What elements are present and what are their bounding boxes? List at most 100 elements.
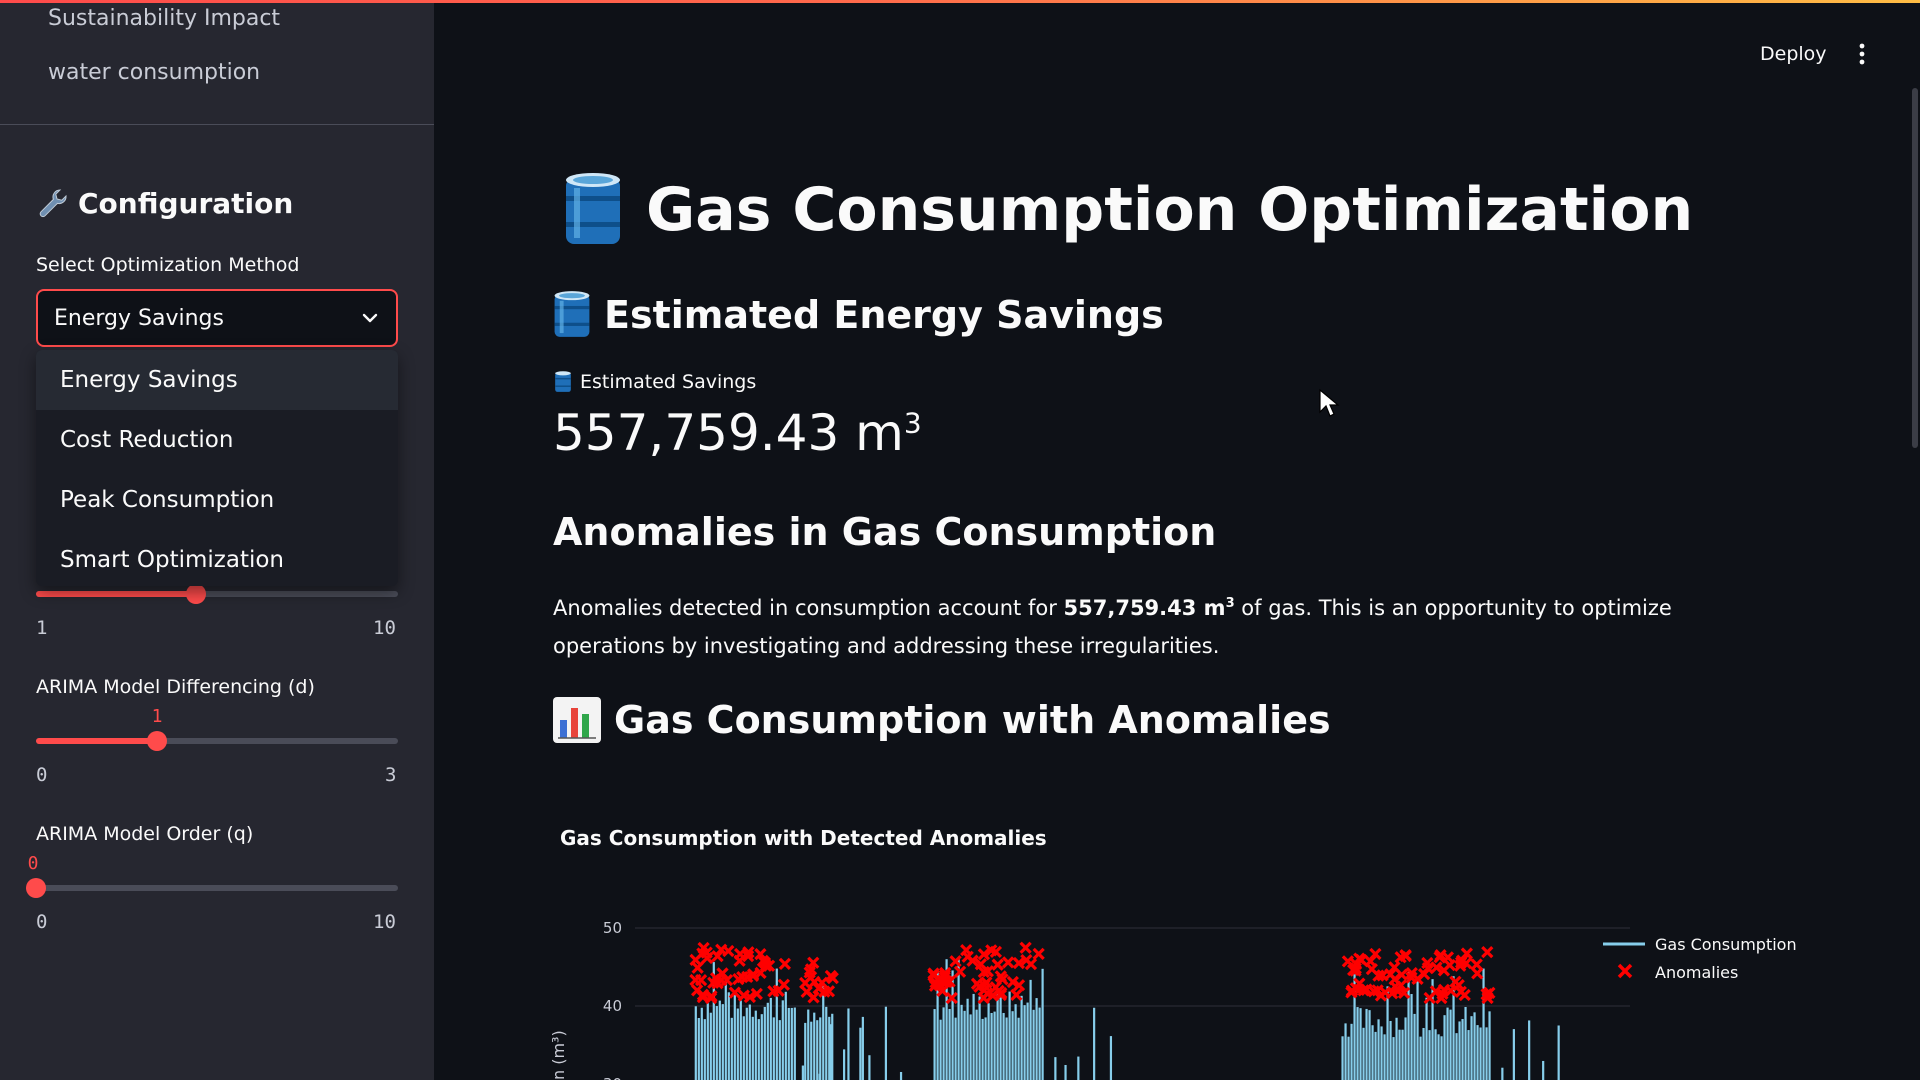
consumption-bar	[760, 1014, 763, 1080]
arima-q-slider-track[interactable]	[26, 878, 398, 898]
nav-link-water-consumption[interactable]: water consumption	[48, 60, 261, 85]
anomaly-marker	[696, 988, 710, 1001]
consumption-bar	[972, 993, 975, 1080]
consumption-bar	[718, 1000, 721, 1080]
consumption-bar	[1542, 1060, 1545, 1080]
consumption-bar	[981, 1018, 984, 1080]
arima-q-slider-thumb[interactable]	[26, 878, 46, 898]
metric-unit-exponent: 3	[903, 406, 922, 440]
arima-d-slider-thumb[interactable]	[147, 731, 167, 751]
chart-section-header-text: Gas Consumption with Anomalies	[614, 698, 1331, 742]
option-peak-consumption[interactable]: Peak Consumption	[60, 487, 275, 513]
anomaly-marker	[1388, 973, 1401, 986]
consumption-bar	[1365, 1008, 1368, 1080]
consumption-bar	[831, 1013, 834, 1080]
y-tick-label: 40	[603, 997, 622, 1015]
arima-q-min: 0	[36, 911, 48, 933]
anomaly-marker	[807, 956, 820, 969]
y-tick-label: 50	[603, 919, 622, 937]
consumption-bar	[1404, 1017, 1407, 1080]
consumption-bar	[697, 1017, 700, 1080]
anomaly-marker	[742, 949, 755, 963]
anomaly-marker	[1399, 948, 1412, 962]
deploy-button[interactable]: Deploy	[1760, 43, 1827, 65]
anomaly-marker	[1012, 979, 1026, 992]
arima-d-slider-track[interactable]	[36, 731, 398, 751]
consumption-bar	[957, 959, 960, 1080]
config-header: Configuration	[36, 186, 293, 220]
anomaly-marker	[994, 970, 1007, 983]
consumption-bar	[721, 1004, 724, 1080]
consumption-bar	[948, 1008, 951, 1080]
anomaly-marker	[1449, 975, 1462, 988]
main-scrollbar[interactable]	[1912, 88, 1918, 448]
select-label: Select Optimization Method	[36, 254, 300, 276]
consumption-bar	[1386, 986, 1389, 1080]
option-energy-savings[interactable]: Energy Savings	[36, 350, 398, 410]
consumption-bar	[1008, 991, 1011, 1080]
optimization-method-select[interactable]: Energy Savings	[36, 289, 398, 347]
anomalies-header: Anomalies in Gas Consumption	[553, 510, 1217, 554]
consumption-bar	[1038, 1007, 1041, 1080]
consumption-bar	[775, 968, 778, 1080]
arima-p-slider-thumb[interactable]	[186, 584, 206, 604]
anomaly-marker	[741, 970, 754, 983]
consumption-bar	[1029, 979, 1032, 1080]
consumption-bar	[996, 992, 999, 1080]
consumption-bar	[1023, 1005, 1026, 1080]
arima-d-value: 1	[151, 706, 163, 727]
consumption-bar	[999, 996, 1002, 1080]
chevron-down-icon[interactable]	[360, 308, 380, 328]
metric-label: Estimated Savings	[554, 370, 756, 394]
anomaly-marker	[991, 958, 1004, 971]
consumption-bar	[778, 1020, 781, 1080]
anomaly-marker	[694, 974, 708, 987]
gas-consumption-chart[interactable]: 50 40 30 n (m³) Gas Consumption Anomalies	[540, 900, 1840, 1080]
consumption-bar	[1422, 1028, 1425, 1080]
arima-q-label: ARIMA Model Order (q)	[36, 823, 254, 845]
consumption-bar	[993, 1011, 996, 1080]
consumption-bar	[1374, 1031, 1377, 1080]
option-smart-optimization[interactable]: Smart Optimization	[60, 547, 285, 573]
anomaly-marker	[985, 944, 998, 957]
consumption-bar	[1350, 1023, 1353, 1080]
consumption-bar	[978, 996, 981, 1080]
consumption-bar	[987, 1003, 990, 1080]
arima-p-slider-track[interactable]	[36, 584, 398, 604]
consumption-bar	[816, 1020, 819, 1080]
consumption-bar	[884, 1006, 888, 1080]
anomaly-marker	[778, 957, 792, 970]
consumption-bar	[781, 1000, 784, 1080]
option-cost-reduction[interactable]: Cost Reduction	[60, 427, 234, 453]
consumption-bar	[745, 1007, 748, 1080]
consumption-bar	[1398, 1029, 1401, 1080]
consumption-bar	[1467, 1030, 1470, 1080]
anomaly-marker	[1010, 988, 1023, 1001]
anomaly-marker	[966, 954, 979, 967]
consumption-bar	[1452, 976, 1455, 1080]
anomaly-marker	[800, 985, 813, 998]
oil-barrel-icon	[566, 173, 620, 244]
consumption-bar	[942, 1007, 945, 1080]
anomaly-marker	[700, 946, 713, 959]
consumption-bar	[1476, 1025, 1479, 1080]
consumption-bar	[787, 1007, 790, 1080]
consumption-bar	[975, 1009, 978, 1080]
consumption-bar	[1485, 1027, 1488, 1080]
consumption-bar	[969, 1014, 972, 1080]
consumption-bar	[801, 1065, 804, 1080]
more-vertical-icon[interactable]	[1854, 42, 1870, 66]
consumption-bar	[868, 1055, 871, 1080]
anomaly-marker	[1397, 986, 1411, 999]
anomaly-marker	[938, 969, 951, 982]
arima-p-slider-fill	[36, 591, 196, 597]
anomaly-marker	[824, 969, 837, 983]
consumption-bar	[1443, 1015, 1446, 1080]
consumption-bar	[1407, 971, 1410, 1080]
nav-link-sustainability-impact[interactable]: Sustainability Impact	[48, 6, 281, 31]
consumption-bar	[1392, 1037, 1395, 1080]
arima-q-max: 10	[373, 911, 396, 933]
consumption-bar	[703, 1019, 706, 1080]
anomaly-marker	[1421, 962, 1435, 975]
consumption-bar	[899, 1071, 903, 1080]
